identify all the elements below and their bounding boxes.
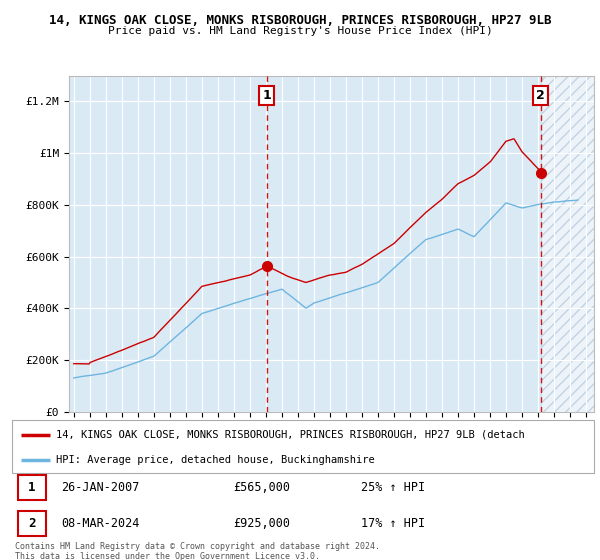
Text: 2: 2 xyxy=(536,89,545,102)
FancyBboxPatch shape xyxy=(18,475,46,500)
Text: 1: 1 xyxy=(28,481,35,494)
Text: 14, KINGS OAK CLOSE, MONKS RISBOROUGH, PRINCES RISBOROUGH, HP27 9LB: 14, KINGS OAK CLOSE, MONKS RISBOROUGH, P… xyxy=(49,14,551,27)
Text: £925,000: £925,000 xyxy=(233,517,290,530)
Text: £565,000: £565,000 xyxy=(233,481,290,494)
FancyBboxPatch shape xyxy=(18,511,46,536)
Text: 17% ↑ HPI: 17% ↑ HPI xyxy=(361,517,425,530)
Text: 1: 1 xyxy=(263,89,271,102)
Text: Price paid vs. HM Land Registry's House Price Index (HPI): Price paid vs. HM Land Registry's House … xyxy=(107,26,493,36)
Text: 25% ↑ HPI: 25% ↑ HPI xyxy=(361,481,425,494)
Text: 14, KINGS OAK CLOSE, MONKS RISBOROUGH, PRINCES RISBOROUGH, HP27 9LB (detach: 14, KINGS OAK CLOSE, MONKS RISBOROUGH, P… xyxy=(56,430,524,440)
Bar xyxy=(541,76,594,412)
Text: 2: 2 xyxy=(28,517,35,530)
Text: Contains HM Land Registry data © Crown copyright and database right 2024.
This d: Contains HM Land Registry data © Crown c… xyxy=(15,542,380,560)
Text: 08-MAR-2024: 08-MAR-2024 xyxy=(61,517,140,530)
Text: 26-JAN-2007: 26-JAN-2007 xyxy=(61,481,140,494)
Text: HPI: Average price, detached house, Buckinghamshire: HPI: Average price, detached house, Buck… xyxy=(56,455,374,465)
Bar xyxy=(541,76,594,412)
